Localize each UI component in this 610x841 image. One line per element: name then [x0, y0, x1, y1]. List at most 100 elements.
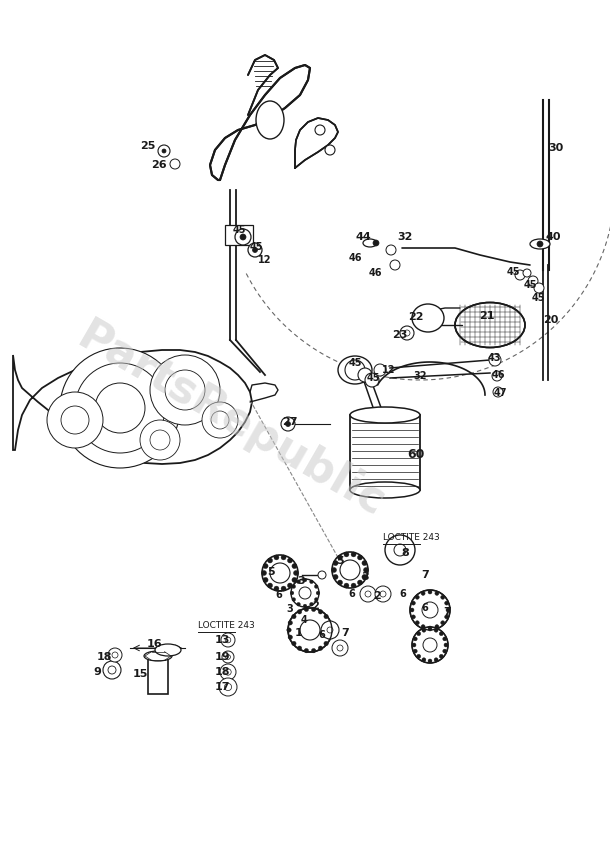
Circle shape: [287, 627, 291, 632]
Circle shape: [61, 406, 89, 434]
Text: 12: 12: [382, 365, 396, 375]
Circle shape: [281, 586, 286, 591]
Circle shape: [375, 586, 391, 602]
Ellipse shape: [530, 239, 550, 249]
Ellipse shape: [144, 651, 172, 661]
Circle shape: [331, 568, 337, 573]
Circle shape: [318, 571, 326, 579]
Circle shape: [299, 587, 311, 599]
Circle shape: [315, 598, 318, 601]
Text: 32: 32: [397, 232, 413, 242]
Circle shape: [220, 664, 236, 680]
Circle shape: [328, 635, 332, 639]
Circle shape: [321, 621, 339, 639]
Text: 60: 60: [407, 447, 425, 461]
Circle shape: [345, 360, 365, 380]
Circle shape: [285, 421, 290, 426]
Text: 43: 43: [487, 353, 501, 363]
Circle shape: [362, 561, 367, 565]
Circle shape: [410, 608, 414, 612]
Text: 46: 46: [491, 370, 504, 380]
Circle shape: [445, 601, 448, 606]
Circle shape: [315, 125, 325, 135]
Circle shape: [268, 558, 273, 563]
Circle shape: [443, 637, 447, 641]
Circle shape: [296, 580, 300, 584]
Circle shape: [439, 632, 443, 636]
Circle shape: [360, 586, 376, 602]
Circle shape: [150, 430, 170, 450]
Circle shape: [281, 555, 286, 560]
Text: 45: 45: [232, 225, 246, 235]
Circle shape: [274, 586, 279, 591]
Circle shape: [47, 392, 103, 448]
Text: 25: 25: [140, 141, 156, 151]
Circle shape: [318, 646, 323, 650]
Text: 6: 6: [422, 603, 428, 613]
Circle shape: [293, 570, 298, 575]
Circle shape: [316, 591, 320, 595]
Circle shape: [421, 625, 425, 628]
Text: 44: 44: [355, 232, 371, 242]
Circle shape: [262, 570, 267, 575]
Circle shape: [435, 625, 439, 628]
Text: LOCTITE 243: LOCTITE 243: [198, 621, 255, 631]
Text: 40: 40: [545, 232, 561, 242]
Text: 27: 27: [282, 417, 298, 427]
Circle shape: [444, 643, 448, 647]
Circle shape: [312, 648, 316, 653]
Circle shape: [423, 638, 437, 652]
Circle shape: [332, 552, 368, 588]
Circle shape: [219, 678, 237, 696]
Text: 4: 4: [301, 615, 307, 625]
Circle shape: [240, 234, 246, 240]
Circle shape: [374, 364, 386, 376]
Circle shape: [412, 627, 448, 663]
Text: 5: 5: [336, 556, 344, 566]
Circle shape: [364, 568, 368, 573]
Circle shape: [417, 632, 421, 636]
Circle shape: [351, 583, 356, 588]
Circle shape: [417, 654, 421, 659]
Circle shape: [332, 640, 348, 656]
Circle shape: [288, 621, 292, 625]
Circle shape: [297, 646, 302, 650]
Circle shape: [412, 643, 416, 647]
Text: 16: 16: [146, 639, 162, 649]
Circle shape: [528, 276, 538, 286]
Text: 7: 7: [421, 570, 429, 580]
Circle shape: [329, 627, 333, 632]
Text: 2: 2: [373, 591, 381, 601]
Circle shape: [158, 145, 170, 157]
Text: 45: 45: [523, 280, 537, 290]
Circle shape: [411, 615, 415, 619]
Text: 13: 13: [214, 635, 230, 645]
Circle shape: [415, 621, 419, 625]
Ellipse shape: [350, 482, 420, 498]
Circle shape: [268, 583, 273, 588]
Circle shape: [287, 558, 292, 563]
Text: 32: 32: [413, 371, 427, 381]
Circle shape: [274, 555, 279, 560]
Circle shape: [443, 649, 447, 653]
Polygon shape: [210, 65, 310, 180]
Circle shape: [108, 648, 122, 662]
Circle shape: [445, 615, 448, 619]
Circle shape: [493, 387, 503, 397]
Circle shape: [428, 659, 432, 663]
Circle shape: [394, 544, 406, 556]
Text: 1: 1: [295, 628, 303, 638]
Circle shape: [150, 355, 220, 425]
Circle shape: [446, 608, 450, 612]
Circle shape: [310, 602, 314, 606]
Circle shape: [415, 595, 419, 600]
Circle shape: [304, 648, 309, 653]
Circle shape: [362, 574, 367, 579]
Circle shape: [270, 563, 290, 583]
Circle shape: [365, 373, 379, 387]
Circle shape: [357, 580, 362, 585]
Text: 8: 8: [401, 548, 409, 558]
Text: 46: 46: [368, 268, 382, 278]
Text: 3: 3: [361, 572, 369, 582]
Text: 6: 6: [276, 590, 282, 600]
